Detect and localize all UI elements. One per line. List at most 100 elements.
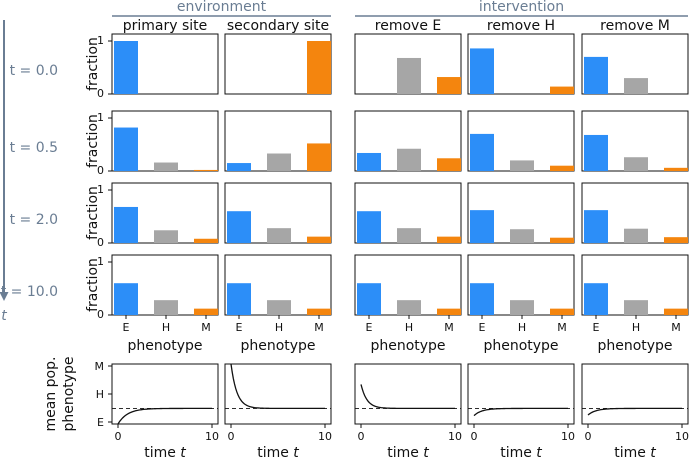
x-tick-label: M: [201, 321, 211, 334]
bar-panel: [224, 110, 332, 172]
x-axis-label: phenotype: [127, 338, 202, 354]
panel-frame: [581, 363, 689, 425]
x-tick-label: 0: [471, 430, 478, 443]
x-tick-label: 0: [228, 430, 235, 443]
bar-panel: [581, 182, 689, 244]
t-label: t = 0.0: [10, 63, 58, 79]
bar-e: [357, 283, 381, 315]
x-axis-label: phenotype: [370, 338, 445, 354]
bar-panel: [108, 182, 219, 244]
x-tick-label: E: [479, 321, 486, 334]
x-tick-label: M: [444, 321, 454, 334]
time-arrow-head: [0, 292, 9, 301]
bar-panel: [354, 182, 462, 244]
y-axis-label: fraction: [85, 37, 101, 91]
bar-m: [194, 238, 218, 243]
bar-m: [664, 167, 688, 171]
bar-h: [154, 300, 178, 315]
y-tick-label: 0: [97, 87, 104, 100]
mean-panel: 0 10 time t: [108, 363, 219, 460]
mean-y-tick-label: E: [97, 416, 104, 429]
x-tick-label: 0: [115, 430, 122, 443]
bar-panel: [224, 182, 332, 244]
bar-h: [510, 229, 534, 243]
x-tick-label: 0: [358, 430, 365, 443]
column-title: secondary site: [227, 18, 329, 34]
bar-m: [307, 41, 331, 94]
bar-e: [227, 211, 251, 243]
y-tick-label: 1: [97, 34, 104, 47]
mean-y-label: phenotype: [61, 356, 77, 431]
y-tick-label: 1: [97, 111, 104, 124]
panel-frame: [111, 363, 219, 425]
bar-h: [624, 300, 648, 315]
t-label: t = 10.0: [1, 284, 58, 300]
bar-m: [550, 308, 574, 315]
x-axis-label: phenotype: [483, 338, 558, 354]
mean-y-tick-label: M: [95, 360, 105, 373]
bar-e: [470, 283, 494, 315]
x-tick-label: E: [366, 321, 373, 334]
bar-panel: [108, 110, 219, 172]
x-tick-label: H: [275, 321, 283, 334]
x-tick-label: 10: [675, 430, 689, 443]
y-axis-label: fraction: [85, 114, 101, 168]
bar-panel: [108, 33, 219, 95]
bar-h: [397, 148, 421, 171]
y-tick-label: 1: [97, 255, 104, 268]
time-axis-label: t: [1, 308, 7, 324]
bar-e: [114, 206, 138, 243]
panel-frame: [111, 33, 219, 95]
bar-panel: [467, 33, 575, 95]
mean-curve: [117, 407, 212, 425]
bar-panel: [354, 110, 462, 172]
bar-e: [470, 133, 494, 171]
mean-curve: [360, 384, 455, 410]
bar-e: [114, 41, 138, 94]
bar-m: [307, 308, 331, 315]
y-tick-label: 1: [97, 183, 104, 196]
bar-panel: [354, 33, 462, 95]
bar-panel: [581, 110, 689, 172]
mean-y-tick-label: H: [96, 388, 104, 401]
mean-panel: 0 10 time t: [581, 363, 689, 460]
bar-m: [437, 236, 461, 243]
bar-e: [114, 127, 138, 171]
y-tick-label: 0: [97, 308, 104, 321]
x-tick-label: 10: [448, 430, 462, 443]
bar-panel: [581, 33, 689, 95]
bar-e: [114, 283, 138, 315]
x-tick-label: H: [162, 321, 170, 334]
bar-h: [397, 228, 421, 243]
x-axis-label: phenotype: [597, 338, 672, 354]
mean-curve: [587, 407, 682, 416]
panel-frame: [224, 363, 332, 425]
y-axis-label: fraction: [85, 258, 101, 312]
bar-e: [470, 48, 494, 94]
x-tick-label: H: [518, 321, 526, 334]
bar-h: [267, 300, 291, 315]
column-title: remove E: [375, 18, 441, 34]
bar-e: [357, 152, 381, 171]
x-tick-label: H: [405, 321, 413, 334]
bar-h: [267, 153, 291, 171]
x-axis-label: time t: [614, 445, 656, 460]
bar-m: [550, 86, 574, 94]
group-label: environment: [177, 0, 267, 15]
bar-e: [227, 163, 251, 171]
x-axis-label: time t: [257, 445, 299, 460]
bar-h: [397, 57, 421, 94]
panel-frame: [467, 33, 575, 95]
mean-panel: 0 10 time t: [354, 363, 462, 460]
bar-m: [437, 308, 461, 315]
panel-frame: [354, 363, 462, 425]
bar-h: [154, 230, 178, 243]
x-tick-label: 0: [585, 430, 592, 443]
x-axis-label: time t: [387, 445, 429, 460]
bar-m: [664, 237, 688, 243]
bar-e: [357, 211, 381, 243]
